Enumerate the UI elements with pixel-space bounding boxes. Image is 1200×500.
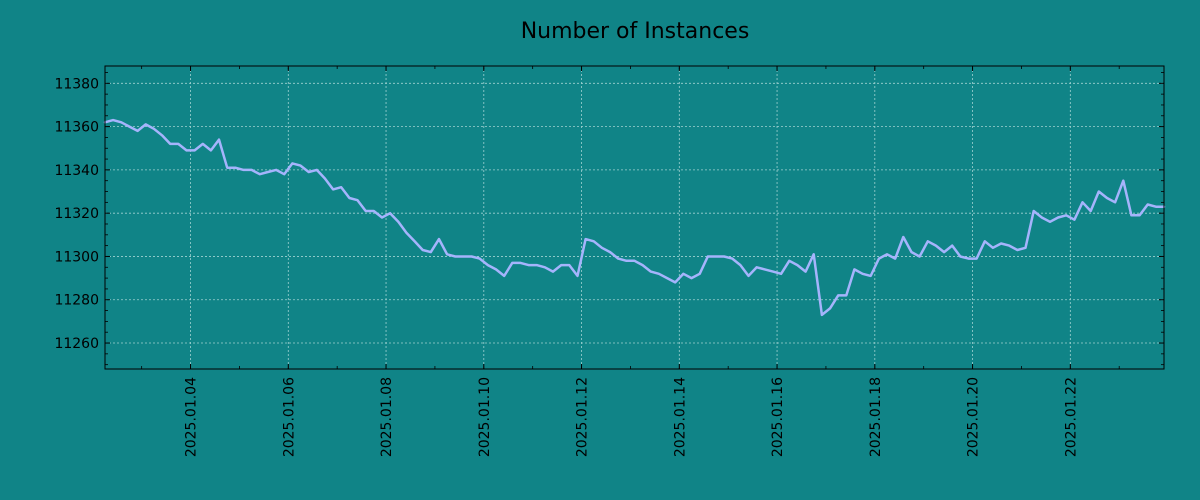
y-axis: 11260 11280 11300 11320 11340 11360 11380 xyxy=(54,72,1164,366)
series-line-0 xyxy=(103,118,1166,317)
y-tick-label: 11260 xyxy=(54,336,99,352)
x-tick-label: 2025.01.12 xyxy=(575,377,591,457)
plot-frame xyxy=(104,65,1165,370)
x-tick-label: 2025.01.06 xyxy=(281,377,297,457)
x-tick-label: 2025.01.22 xyxy=(1063,377,1079,457)
y-tick-label: 11360 xyxy=(54,120,99,136)
y-tick-label: 11300 xyxy=(54,249,99,265)
y-tick-label: 11320 xyxy=(54,206,99,222)
chart-title: Number of Instances xyxy=(521,19,750,44)
x-tick-label: 2025.01.14 xyxy=(672,377,688,457)
x-tick-label: 2025.01.16 xyxy=(770,377,786,457)
y-tick-label: 11340 xyxy=(54,163,99,179)
grid xyxy=(105,66,1164,369)
x-axis: 2025.01.04 2025.01.06 2025.01.08 2025.01.10… xyxy=(141,66,1120,457)
x-tick-label: 2025.01.20 xyxy=(966,377,982,457)
x-tick-label: 2025.01.18 xyxy=(868,377,884,457)
x-tick-label: 2025.01.10 xyxy=(477,377,493,457)
y-tick-label: 11280 xyxy=(54,293,99,309)
y-tick-label: 11380 xyxy=(54,76,99,92)
axes xyxy=(104,65,1165,370)
x-tick-label: 2025.01.04 xyxy=(184,377,200,457)
series-layer xyxy=(103,118,1166,317)
x-tick-label: 2025.01.08 xyxy=(379,377,395,457)
